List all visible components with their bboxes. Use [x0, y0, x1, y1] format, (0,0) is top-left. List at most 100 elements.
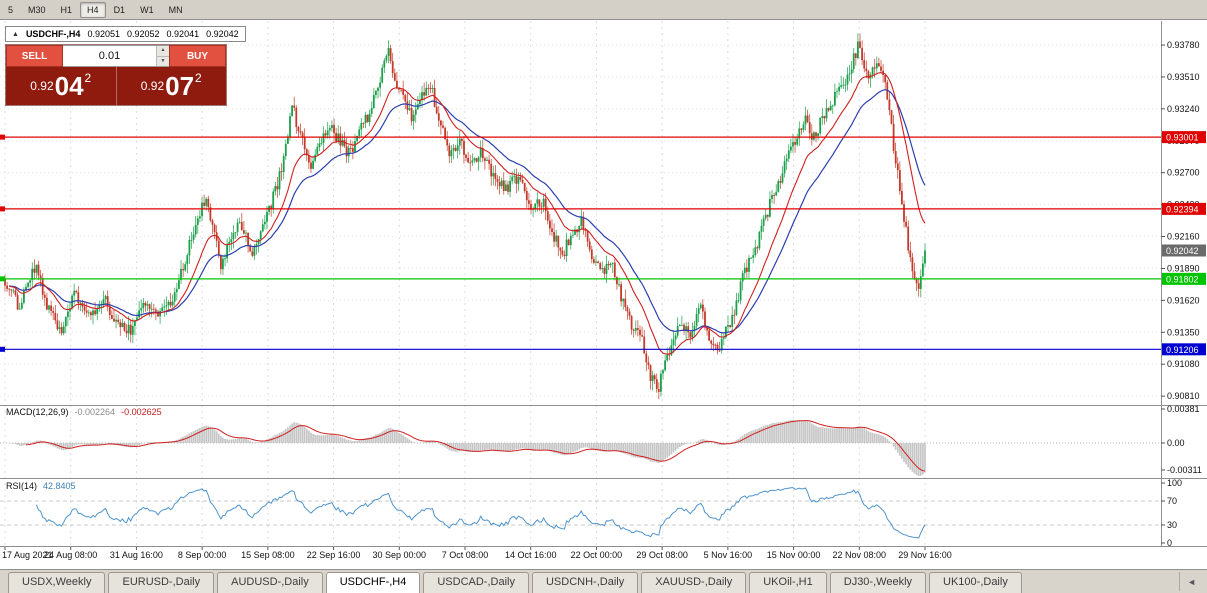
tab-usdcad-daily[interactable]: USDCAD-,Daily: [423, 572, 529, 593]
tab-usdchf-h4[interactable]: USDCHF-,H4: [325, 572, 421, 593]
level-line-anchor[interactable]: [0, 134, 5, 140]
buy-price-pip: 2: [195, 71, 202, 85]
macd-main-value: -0.002264: [74, 407, 116, 417]
macd-signal-value: -0.002625: [121, 407, 162, 417]
buy-price-display[interactable]: 0.92 07 2: [117, 67, 227, 105]
sell-price-prefix: 0.92: [30, 79, 54, 93]
ohlc-high-value: 0.92052: [127, 29, 160, 39]
macd-axis-label: 0.00381: [1167, 404, 1200, 414]
time-axis-label: 29 Oct 08:00: [636, 550, 688, 560]
timeframe-button-h4[interactable]: H4: [80, 1, 106, 18]
timeframe-button-d1[interactable]: D1: [113, 4, 126, 15]
chart-tabs-bar: USDX,Weekly EURUSD-,Daily AUDUSD-,Daily USD…: [0, 569, 1207, 593]
macd-name: MACD(12,26,9): [6, 407, 69, 417]
volume-down-button[interactable]: ▼: [157, 56, 169, 66]
tab-uk100-daily[interactable]: UK100-,Daily: [929, 572, 1022, 593]
buy-price-big: 07: [165, 71, 195, 101]
price-tick-label: 0.91080: [1167, 359, 1200, 369]
price-tick-label: 0.92700: [1167, 168, 1200, 178]
tab-usdx-weekly[interactable]: USDX,Weekly: [8, 572, 106, 593]
timeframe-button-5[interactable]: 5: [8, 4, 14, 15]
sell-button[interactable]: SELL: [6, 45, 63, 67]
tab-scroll-left-icon[interactable]: ◄: [1179, 572, 1203, 591]
time-axis-label: 14 Oct 16:00: [505, 550, 557, 560]
ohlc-open-value: 0.92051: [87, 29, 120, 39]
current-price-label-text: 0.92042: [1166, 246, 1199, 256]
ohlc-close-value: 0.92042: [206, 29, 239, 39]
collapse-trade-panel-icon[interactable]: ▲: [12, 30, 19, 38]
macd-axis-label: -0.00311: [1167, 465, 1202, 475]
rsi-name: RSI(14): [6, 481, 38, 491]
horizontal-level-lines: [0, 134, 1161, 352]
current-price-label: [1162, 244, 1206, 257]
level-price-label-text: 0.91206: [1166, 345, 1199, 355]
time-axis-label: 31 Aug 16:00: [110, 550, 163, 560]
volume-up-button[interactable]: ▲: [157, 46, 169, 57]
rsi-axis-label: 70: [1167, 496, 1177, 506]
sell-price-pip: 2: [84, 71, 92, 85]
tab-audusd-daily[interactable]: AUDUSD-,Daily: [217, 572, 323, 593]
time-axis-label: 22 Nov 08:00: [833, 550, 887, 560]
price-tick-label: 0.91350: [1167, 327, 1200, 337]
rsi-axis-label: 30: [1167, 520, 1177, 530]
price-tick-label: 0.92160: [1167, 232, 1200, 242]
level-price-label-text: 0.93001: [1166, 133, 1199, 143]
time-axis-label: 29 Nov 16:00: [898, 550, 952, 560]
price-tick-label: 0.93240: [1167, 104, 1200, 114]
rsi-axis-label: 100: [1167, 478, 1182, 488]
timeframe-toolbar: 5 M30 H1 H4 D1 W1 MN: [0, 0, 1207, 20]
level-price-label-text: 0.92394: [1166, 204, 1199, 214]
price-axis-line-labels: 0.93001 0.92394 0.91802 0.91206 0.92042: [1162, 131, 1206, 356]
rsi-panel: [0, 487, 1161, 539]
sell-price-display[interactable]: 0.92 04 2: [6, 67, 117, 105]
volume-field: ▲ ▼: [63, 45, 169, 67]
time-axis-label: 22 Oct 00:00: [571, 550, 623, 560]
time-axis-label: 17 Aug 2021: [2, 550, 53, 560]
time-axis-label: 5 Nov 16:00: [704, 550, 753, 560]
rsi-axis-label: 0: [1167, 538, 1172, 548]
chart-grid: [0, 21, 1161, 546]
macd-indicator-label: MACD(12,26,9) -0.002264 -0.002625: [6, 407, 162, 417]
tab-xauusd-daily[interactable]: XAUUSD-,Daily: [641, 572, 747, 593]
level-line-anchor[interactable]: [0, 346, 5, 352]
level-line-anchor[interactable]: [0, 206, 5, 212]
time-axis-label: 30 Sep 00:00: [373, 550, 427, 560]
timeframe-button-mn[interactable]: MN: [168, 4, 183, 15]
buy-button[interactable]: BUY: [169, 45, 226, 67]
buy-price-prefix: 0.92: [140, 79, 165, 93]
price-tick-label: 0.91890: [1167, 263, 1200, 273]
price-tick-label: 0.90810: [1167, 391, 1200, 401]
volume-input[interactable]: [63, 46, 156, 66]
level-price-label-text: 0.91802: [1166, 274, 1199, 284]
level-price-label: [1162, 131, 1206, 144]
price-tick-label: 0.91620: [1167, 295, 1200, 305]
macd-axis-label: 0.00: [1167, 438, 1185, 448]
time-axis-label: 15 Nov 00:00: [767, 550, 821, 560]
time-axis-label: 22 Sep 16:00: [307, 550, 361, 560]
tab-ukoil-h1[interactable]: UKOil-,H1: [749, 572, 827, 593]
macd-panel: [0, 419, 1161, 476]
time-axis-label: 7 Oct 08:00: [442, 550, 489, 560]
ohlc-low-value: 0.92041: [166, 29, 200, 39]
timeframe-button-w1[interactable]: W1: [140, 4, 154, 15]
rsi-line: [35, 487, 926, 539]
level-price-label: [1162, 202, 1206, 215]
timeframe-button-m30[interactable]: M30: [28, 4, 46, 15]
level-line-anchor[interactable]: [0, 276, 5, 282]
rsi-value: 42.8405: [43, 481, 76, 491]
tab-dj30-weekly[interactable]: DJ30-,Weekly: [829, 572, 927, 593]
timeframe-button-h1[interactable]: H1: [60, 4, 73, 15]
level-price-label: [1162, 343, 1206, 356]
level-price-label: [1162, 272, 1206, 285]
time-axis-label: 15 Sep 08:00: [241, 550, 295, 560]
tab-eurusd-daily[interactable]: EURUSD-,Daily: [108, 572, 215, 593]
time-axis-label: 24 Aug 08:00: [44, 550, 97, 560]
price-tick-label: 0.93780: [1167, 40, 1200, 50]
tab-usdcnh-daily[interactable]: USDCNH-,Daily: [531, 572, 639, 593]
chart-symbol-label: USDCHF-,H4: [25, 29, 81, 39]
chart-header: ▲ USDCHF-,H4 0.92051 0.92052 0.92041 0.9…: [5, 26, 246, 42]
rsi-indicator-label: RSI(14) 42.8405: [6, 481, 76, 491]
sell-price-big: 04: [54, 71, 84, 101]
